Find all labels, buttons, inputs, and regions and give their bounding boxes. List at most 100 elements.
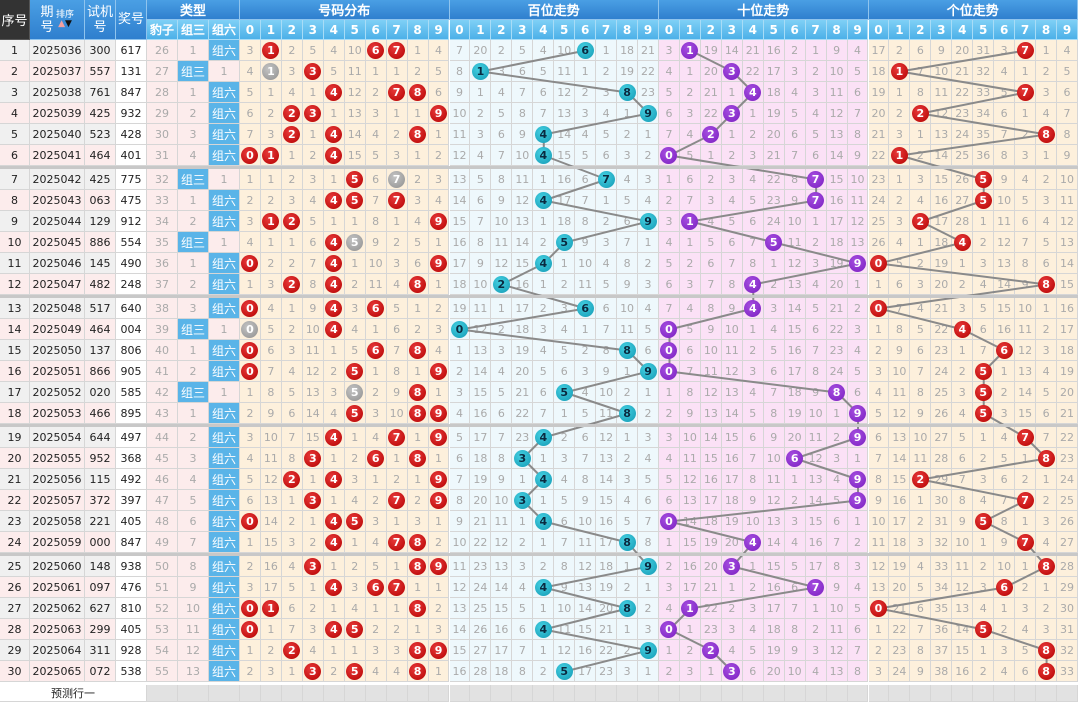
hundreds-omission: 3 [638, 619, 659, 640]
units-omission: 33 [973, 82, 995, 103]
predict-cell[interactable] [910, 685, 932, 702]
predict-cell[interactable] [302, 685, 324, 702]
hundreds-omission: 4 [533, 40, 555, 61]
units-omission: 17 [1057, 319, 1078, 340]
predict-cell[interactable] [260, 685, 282, 702]
predict-cell[interactable] [449, 685, 471, 702]
predict-cell[interactable] [847, 685, 869, 702]
predict-cell[interactable] [386, 685, 408, 702]
hundreds-omission: 12 [554, 82, 576, 103]
units-ball: 1 [890, 62, 908, 80]
units-omission: 7 [910, 361, 932, 382]
predict-cell[interactable] [700, 685, 722, 702]
predict-cell[interactable] [323, 685, 345, 702]
predict-cell[interactable] [638, 685, 659, 702]
predict-cell[interactable] [178, 685, 209, 702]
predict-cell[interactable] [721, 685, 743, 702]
predict-cell[interactable] [679, 685, 701, 702]
units-ball: 7 [1016, 533, 1034, 551]
predict-cell[interactable] [281, 685, 303, 702]
hundreds-hit-cell: 4 [533, 145, 555, 166]
predict-cell[interactable] [533, 685, 555, 702]
units-ball: 7 [1016, 428, 1034, 446]
tens-ball: 6 [786, 449, 804, 467]
header-issue-sort[interactable]: 期号 排序 ▲▼ [30, 0, 85, 40]
predict-cell[interactable] [805, 685, 827, 702]
dist-ball: 7 [388, 83, 406, 101]
units-omission: 28 [1057, 556, 1078, 577]
predict-cell[interactable] [742, 685, 764, 702]
units-ball: 5 [974, 512, 992, 530]
type-hit-2: 组六 [209, 448, 240, 469]
predict-cell[interactable] [575, 685, 597, 702]
units-omission: 2 [973, 448, 995, 469]
tens-omission: 8 [742, 253, 764, 274]
tens-omission: 7 [784, 598, 806, 619]
hundreds-omission: 3 [554, 298, 576, 319]
units-omission: 10 [868, 511, 890, 532]
predict-cell[interactable] [889, 685, 911, 702]
row-draw: 617 [116, 40, 147, 61]
row-draw: 895 [116, 403, 147, 424]
dist-omission: 3 [240, 211, 261, 232]
units-omission: 14 [994, 274, 1016, 295]
predict-cell[interactable] [596, 685, 618, 702]
dist-ball: 0 [241, 146, 259, 164]
predict-cell[interactable] [931, 685, 953, 702]
predict-cell[interactable] [868, 685, 890, 702]
predict-cell[interactable] [209, 685, 240, 702]
dist-omission: 4 [365, 661, 387, 682]
predict-cell[interactable] [763, 685, 785, 702]
tens-omission: 5 [805, 298, 827, 319]
type-hit-2: 组六 [209, 427, 240, 448]
predict-cell[interactable] [952, 685, 974, 702]
hundreds-omission: 8 [449, 61, 471, 82]
predict-cell[interactable] [365, 685, 387, 702]
predict-cell[interactable] [1036, 685, 1058, 702]
predict-cell[interactable] [407, 685, 429, 702]
units-omission: 15 [1015, 403, 1037, 424]
dist-omission: 3 [281, 61, 303, 82]
sort-icon[interactable]: 排序 ▲▼ [56, 10, 74, 29]
header-units-digit-7: 7 [1015, 20, 1037, 40]
tens-omission: 7 [763, 382, 785, 403]
row-seq: 15 [0, 340, 30, 361]
predict-cell[interactable] [1057, 685, 1078, 702]
row-seq: 2 [0, 61, 30, 82]
tens-omission: 20 [763, 661, 785, 682]
predict-cell[interactable] [554, 685, 576, 702]
predict-cell[interactable] [784, 685, 806, 702]
predict-cell[interactable] [344, 685, 366, 702]
predict-cell[interactable] [973, 685, 995, 702]
units-omission: 1 [1015, 556, 1037, 577]
predict-cell[interactable] [1015, 685, 1037, 702]
row-issue: 2025059 [30, 532, 85, 553]
predict-cell[interactable] [994, 685, 1016, 702]
type-omission: 9 [178, 577, 209, 598]
predict-cell[interactable] [147, 685, 178, 702]
dist-omission: 3 [260, 274, 282, 295]
units-hit-cell: 1 [889, 145, 911, 166]
dist-omission: 2 [344, 274, 366, 295]
units-omission: 3 [868, 361, 890, 382]
predict-cell[interactable] [470, 685, 492, 702]
dist-hit-cell: 2 [281, 103, 303, 124]
predict-cell[interactable] [826, 685, 848, 702]
dist-hit-cell: 1 [260, 211, 282, 232]
tens-hit-cell: 0 [659, 361, 680, 382]
dist-omission: 9 [260, 403, 282, 424]
predict-cell[interactable] [512, 685, 534, 702]
predict-cell[interactable] [659, 685, 680, 702]
row-seq: 28 [0, 619, 30, 640]
dist-omission: 3 [240, 577, 261, 598]
predict-cell[interactable] [617, 685, 639, 702]
dist-omission: 2 [407, 61, 429, 82]
predict-cell[interactable] [240, 685, 261, 702]
hundreds-omission: 2 [617, 382, 639, 403]
tens-omission: 19 [763, 103, 785, 124]
row-issue: 2025061 [30, 577, 85, 598]
predict-cell[interactable] [428, 685, 450, 702]
predict-cell[interactable] [491, 685, 513, 702]
hundreds-omission: 21 [638, 40, 659, 61]
row-trial: 464 [85, 319, 116, 340]
